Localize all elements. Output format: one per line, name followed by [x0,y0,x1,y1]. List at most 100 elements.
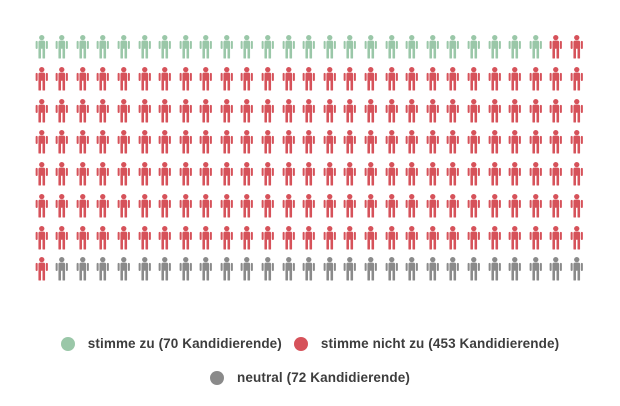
person-icon [261,193,274,218]
legend-dot-icon [210,370,225,385]
legend-item-stimme-zu[interactable]: stimme zu (70 Kandidierende) [60,336,282,351]
icon-cell-stimme-nicht-zu [361,66,382,99]
icon-cell-stimme-nicht-zu [443,225,464,258]
person-icon [220,35,233,59]
person-icon [508,193,522,218]
icon-cell-stimme-nicht-zu [299,193,320,226]
person-icon [179,162,192,186]
icon-cell-neutral [258,257,279,289]
person-icon [241,35,254,59]
person-icon [529,193,542,218]
icon-cell-stimme-nicht-zu [402,130,423,162]
icon-cell-stimme-nicht-zu [422,98,443,131]
icon-cell-stimme-nicht-zu [31,130,52,162]
person-icon [508,98,522,122]
icon-cell-stimme-nicht-zu [463,225,484,258]
person-icon [199,66,213,91]
icon-cell-stimme-nicht-zu [237,193,258,226]
person-icon [467,193,480,218]
icon-cell-stimme-nicht-zu [484,130,505,162]
person-icon [35,257,48,281]
person-icon [55,66,69,91]
icon-cell-stimme-nicht-zu [505,162,526,194]
person-icon [76,225,89,249]
icon-cell-stimme-nicht-zu [525,193,546,226]
person-icon [199,257,213,281]
person-icon [241,225,254,249]
person-icon [385,35,398,59]
person-icon [158,130,171,154]
person-icon [447,225,460,249]
icon-cell-stimme-nicht-zu [566,35,587,67]
person-icon [344,193,357,218]
person-icon [179,130,192,154]
person-icon [570,193,583,218]
icon-cell-stimme-zu [237,35,258,67]
person-icon [117,193,130,218]
person-icon [467,98,480,122]
icon-cell-stimme-nicht-zu [422,130,443,162]
person-icon [241,66,254,91]
person-icon [302,257,316,281]
person-icon [364,193,377,218]
icon-cell-stimme-zu [175,35,196,67]
person-icon [179,35,192,59]
icon-cell-stimme-zu [361,35,382,67]
icon-cell-stimme-nicht-zu [52,66,73,99]
legend-item-stimme-nicht-zu[interactable]: stimme nicht zu (453 Kandidierende) [293,336,559,351]
icon-cell-neutral [72,257,93,289]
icon-cell-stimme-nicht-zu [340,193,361,226]
icon-cell-stimme-nicht-zu [278,162,299,194]
icon-cell-stimme-nicht-zu [216,98,237,131]
icon-cell-stimme-nicht-zu [31,162,52,194]
icon-cell-stimme-nicht-zu [52,130,73,162]
icon-cell-stimme-nicht-zu [52,225,73,258]
icon-cell-neutral [463,257,484,289]
icon-cell-stimme-nicht-zu [361,225,382,258]
icon-cell-stimme-zu [299,35,320,67]
legend-item-neutral[interactable]: neutral (72 Kandidierende) [210,370,410,385]
person-icon [179,193,192,218]
person-icon [158,98,171,122]
icon-cell-neutral [525,257,546,289]
person-icon [323,66,336,91]
person-icon [302,162,316,186]
icon-cell-stimme-zu [113,35,134,67]
icon-cell-stimme-nicht-zu [31,225,52,258]
person-icon [344,225,357,249]
icon-cell-neutral [237,257,258,289]
person-icon [570,66,583,91]
person-icon [405,162,419,186]
person-icon [117,98,130,122]
icon-cell-stimme-nicht-zu [237,98,258,131]
icon-cell-stimme-nicht-zu [463,66,484,99]
icon-cell-stimme-nicht-zu [237,225,258,258]
person-icon [96,35,110,59]
person-icon [364,162,377,186]
icon-cell-stimme-nicht-zu [505,98,526,131]
person-icon [261,66,274,91]
person-icon [344,162,357,186]
icon-cell-stimme-nicht-zu [299,225,320,258]
person-icon [426,162,439,186]
icon-cell-neutral [484,257,505,289]
icon-cell-neutral [216,257,237,289]
person-icon [529,225,542,249]
person-icon [405,98,419,122]
icon-cell-stimme-nicht-zu [196,66,217,99]
person-icon [241,162,254,186]
person-icon [508,130,522,154]
person-icon [138,66,151,91]
person-icon [117,66,130,91]
person-icon [447,130,460,154]
icon-cell-stimme-nicht-zu [196,193,217,226]
person-icon [282,66,295,91]
icon-cell-stimme-nicht-zu [155,193,176,226]
person-icon [179,257,192,281]
person-icon [529,130,542,154]
person-icon [302,98,316,122]
icon-cell-stimme-nicht-zu [237,162,258,194]
person-icon [158,193,171,218]
icon-cell-stimme-nicht-zu [443,66,464,99]
icon-cell-stimme-nicht-zu [278,193,299,226]
